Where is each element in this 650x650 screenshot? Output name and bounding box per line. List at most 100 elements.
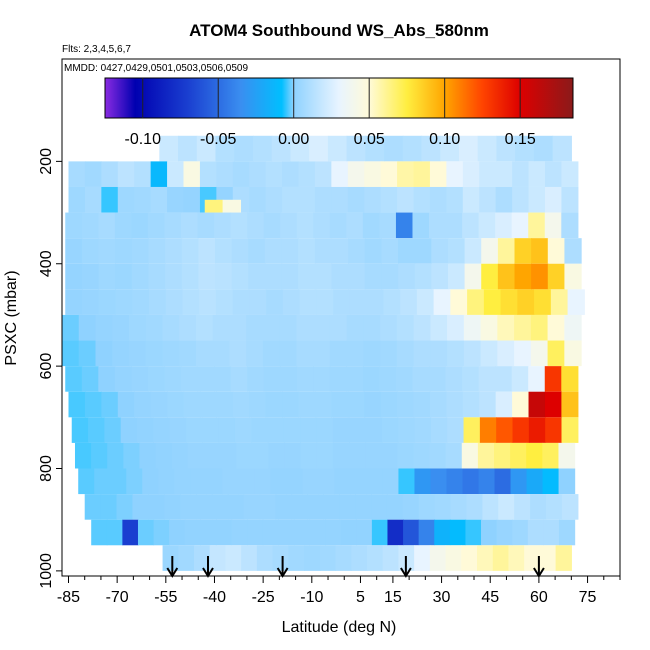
colorbar: -0.10 -0.05 0.00 0.05 0.10 0.15	[104, 77, 574, 148]
heatmap-cell	[429, 186, 447, 213]
heatmap-cell	[246, 314, 264, 341]
heatmap-cell	[318, 468, 336, 495]
heatmap-cell	[462, 468, 480, 495]
heatmap-cell	[216, 391, 234, 418]
y-tick-label: 400	[38, 250, 55, 277]
x-tick-label: 15	[384, 589, 402, 606]
x-tick-label: -70	[106, 589, 129, 606]
heatmap-cell	[249, 186, 267, 213]
heatmap-cell	[400, 289, 418, 315]
heatmap-cell	[544, 161, 562, 187]
colorbar-tick-label: 0.05	[354, 131, 385, 148]
heatmap-cell	[110, 468, 127, 495]
heatmap-cell	[279, 314, 298, 341]
heatmap-cell	[62, 340, 80, 367]
heatmap-cell	[229, 340, 247, 367]
heatmap-cell	[286, 468, 303, 495]
heatmap-cell	[132, 289, 150, 315]
heatmap-cell	[78, 468, 95, 495]
heatmap-cell	[478, 366, 496, 392]
heatmap-cell	[114, 366, 132, 392]
heatmap-cell	[162, 340, 180, 367]
heatmap-cell	[349, 289, 368, 315]
heatmap-cell	[564, 340, 582, 367]
heatmap-cell	[347, 186, 365, 213]
x-tick-label: 30	[433, 589, 451, 606]
heatmap-cell	[215, 135, 235, 162]
heatmap-cell	[495, 161, 513, 187]
heatmap-cell	[225, 545, 242, 571]
heatmap-cell	[167, 161, 185, 187]
heatmap-cell	[162, 545, 179, 571]
heatmap-cell	[241, 545, 258, 571]
heatmap-cell	[284, 442, 302, 469]
heatmap-cell	[382, 468, 400, 495]
heatmap-cell	[398, 468, 416, 495]
heatmap-cell	[552, 135, 572, 162]
heatmap-cell	[104, 417, 122, 443]
heatmap-cell	[84, 161, 102, 187]
x-tick-label: -85	[57, 589, 80, 606]
heatmap-cell	[231, 263, 249, 290]
heatmap-cell	[332, 417, 350, 443]
heatmap-cell	[313, 212, 331, 239]
heatmap-cell	[232, 161, 250, 187]
heatmap-cell	[381, 238, 399, 264]
heatmap-cell	[91, 519, 108, 546]
heatmap-cell	[316, 289, 334, 315]
heatmap-cell	[371, 519, 389, 546]
heatmap-cell	[380, 161, 398, 187]
heatmap-cell	[117, 391, 135, 418]
heatmap-cell	[510, 442, 527, 469]
heatmap-cell	[329, 212, 347, 239]
heatmap-cell	[180, 494, 197, 520]
heatmap-cell	[116, 494, 134, 520]
heatmap-cell	[234, 417, 252, 443]
colorbar-gradient	[104, 77, 574, 119]
heatmap-cell	[230, 212, 248, 239]
heatmap-cell	[380, 391, 398, 418]
heatmap-cell	[530, 314, 549, 341]
heatmap-cell	[383, 289, 401, 315]
heatmap-cell	[147, 366, 166, 392]
heatmap-cell	[164, 494, 181, 520]
heatmap-cell	[195, 340, 214, 367]
heatmap-cell	[147, 212, 166, 239]
heatmap-cell	[481, 238, 499, 264]
x-tick-label: 45	[481, 589, 499, 606]
heatmap-cell	[446, 468, 464, 495]
heatmap-cell	[229, 314, 247, 341]
heatmap-cell	[313, 340, 331, 367]
heatmap-cell	[126, 468, 143, 495]
heatmap-cell	[280, 212, 298, 239]
heatmap-cell	[414, 468, 432, 495]
heatmap-cell	[479, 391, 497, 418]
heatmap-cell	[327, 135, 348, 162]
heatmap-cell	[231, 519, 248, 546]
heatmap-cell	[202, 417, 220, 443]
heatmap-cell	[398, 417, 416, 443]
heatmap-cell	[542, 442, 560, 469]
heatmap-cell	[429, 366, 447, 392]
heatmap-cell	[184, 519, 201, 546]
heatmap-cell	[293, 519, 311, 546]
heatmap-cell	[421, 135, 441, 162]
colorbar-ticks: -0.10 -0.05 0.00 0.05 0.10 0.15	[125, 78, 536, 148]
heatmap-cell	[214, 212, 232, 239]
heatmap-cell	[78, 340, 97, 367]
heatmap-cell	[479, 161, 497, 187]
heatmap-cell	[478, 468, 496, 495]
heatmap-cell	[181, 238, 199, 264]
heatmap-cell	[101, 391, 119, 418]
heatmap-cell	[215, 263, 233, 290]
heatmap-cell	[429, 161, 447, 187]
heatmap-cell	[247, 366, 265, 392]
heatmap-cell	[531, 238, 549, 264]
heatmap-cell	[397, 161, 415, 187]
heatmap-cell	[296, 340, 314, 367]
heatmap-cell	[248, 263, 266, 290]
x-tick-label: -40	[203, 589, 226, 606]
heatmap-cell	[544, 391, 562, 418]
heatmap-cell	[203, 442, 221, 469]
